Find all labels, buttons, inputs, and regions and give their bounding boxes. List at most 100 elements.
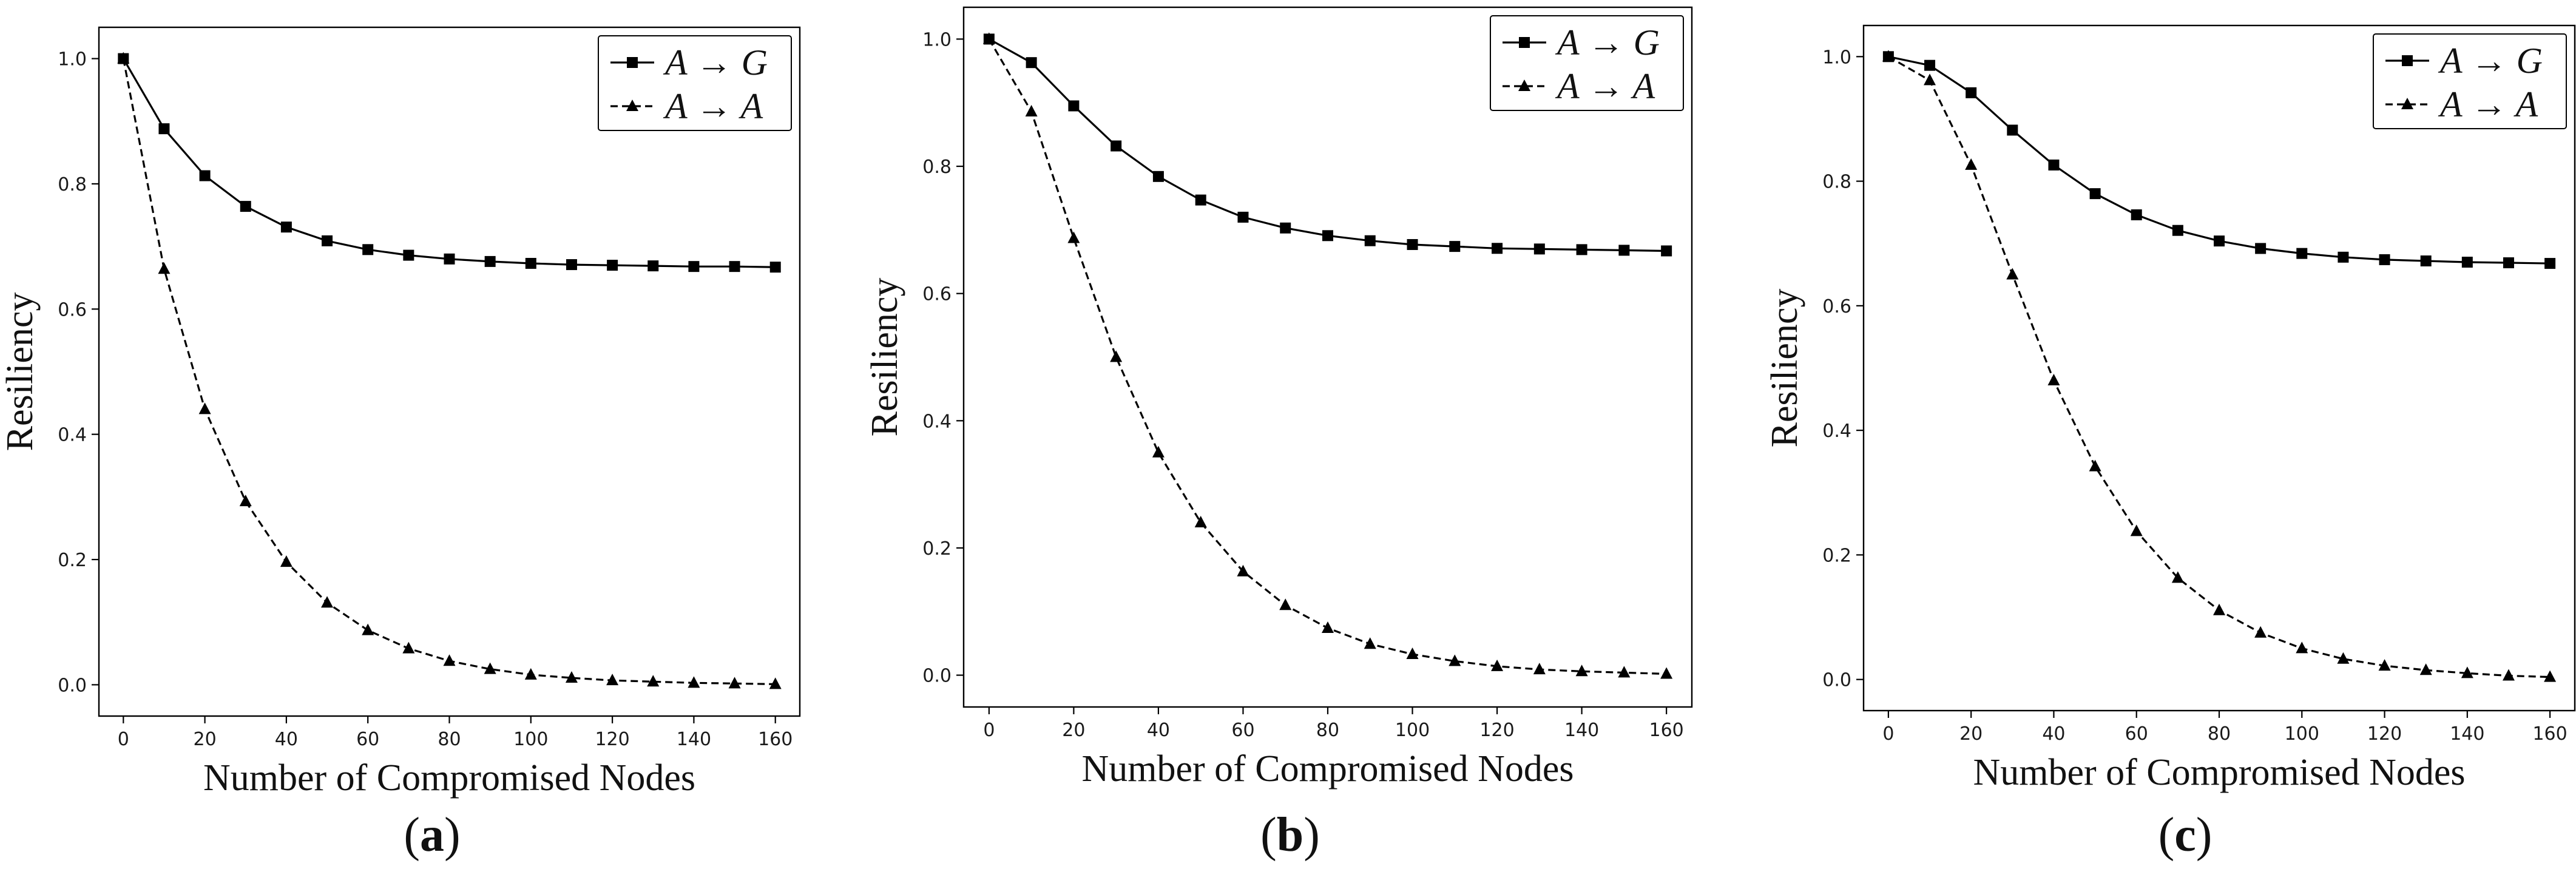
data-point-square bbox=[322, 235, 333, 246]
data-point-triangle bbox=[1575, 664, 1588, 677]
legend-marker-square bbox=[2402, 55, 2413, 66]
data-point-triangle bbox=[280, 555, 292, 567]
panel-label: (b) bbox=[1260, 808, 1320, 862]
data-point-square bbox=[1026, 57, 1037, 69]
y-tick-label: 0.6 bbox=[922, 284, 952, 305]
data-point-triangle bbox=[982, 32, 995, 44]
y-tick-label: 0.6 bbox=[58, 299, 87, 320]
data-point-triangle bbox=[565, 671, 578, 683]
x-tick-label: 80 bbox=[1316, 720, 1339, 741]
data-point-triangle bbox=[484, 662, 496, 674]
x-tick-label: 120 bbox=[2367, 723, 2402, 745]
data-point-square bbox=[1068, 100, 1080, 112]
data-point-square bbox=[769, 262, 781, 273]
x-tick-label: 160 bbox=[2532, 723, 2567, 745]
legend: A → GA → A bbox=[1490, 15, 1684, 111]
data-point-square bbox=[1492, 243, 1503, 254]
data-point-square bbox=[403, 249, 414, 261]
data-point-triangle bbox=[2047, 374, 2060, 386]
data-point-square bbox=[1322, 230, 1333, 242]
data-point-square bbox=[1576, 244, 1587, 255]
y-tick-label: 0.4 bbox=[922, 411, 952, 432]
data-point-triangle bbox=[2296, 641, 2308, 654]
y-tick-label: 0.0 bbox=[58, 675, 87, 696]
x-tick-label: 140 bbox=[1564, 720, 1599, 741]
series-a-to-a bbox=[1882, 50, 2557, 682]
data-point-square bbox=[647, 260, 659, 272]
data-point-triangle bbox=[606, 674, 619, 686]
x-tick-label: 60 bbox=[356, 729, 379, 750]
data-point-triangle bbox=[2089, 459, 2101, 472]
data-point-square bbox=[2131, 209, 2142, 221]
data-point-triangle bbox=[1449, 654, 1461, 666]
data-point-triangle bbox=[2171, 571, 2184, 583]
data-point-square bbox=[1449, 241, 1461, 252]
data-point-triangle bbox=[321, 596, 334, 608]
x-tick-label: 100 bbox=[1395, 720, 1430, 741]
legend-marker-triangle bbox=[626, 100, 638, 111]
data-point-triangle bbox=[1660, 667, 1673, 679]
data-point-square bbox=[1533, 243, 1545, 255]
panel-label: (c) bbox=[2158, 808, 2213, 862]
data-point-square bbox=[1966, 87, 1977, 98]
y-tick-label: 0.2 bbox=[1822, 545, 1851, 566]
data-point-square bbox=[2503, 257, 2514, 269]
data-point-triangle bbox=[1110, 350, 1123, 362]
data-point-triangle bbox=[728, 677, 741, 689]
legend: A → GA → A bbox=[598, 35, 792, 131]
data-point-triangle bbox=[2502, 669, 2515, 681]
data-point-square bbox=[199, 170, 211, 181]
x-tick-label: 140 bbox=[2450, 723, 2484, 745]
data-point-square bbox=[2214, 235, 2225, 247]
legend-entry-label: A → G bbox=[1555, 22, 1660, 63]
x-tick-label: 40 bbox=[2042, 723, 2065, 745]
y-tick-label: 1.0 bbox=[58, 49, 87, 70]
y-axis-label: Resiliency bbox=[864, 278, 905, 437]
panel-label-open-paren: ( bbox=[404, 808, 420, 862]
data-point-square bbox=[2172, 225, 2183, 236]
panel-label-letter: c bbox=[2174, 808, 2196, 862]
panel-label-letter: a bbox=[420, 808, 444, 862]
data-point-triangle bbox=[647, 675, 660, 687]
data-point-square bbox=[444, 253, 455, 265]
x-tick-label: 140 bbox=[677, 729, 711, 750]
data-point-triangle bbox=[2544, 670, 2557, 682]
data-point-triangle bbox=[2213, 603, 2225, 615]
data-point-square bbox=[1111, 140, 1122, 152]
data-point-square bbox=[2296, 248, 2308, 259]
data-point-square bbox=[729, 261, 740, 272]
data-point-triangle bbox=[1067, 231, 1080, 243]
data-point-triangle bbox=[2419, 663, 2432, 675]
legend-marker-triangle bbox=[1518, 79, 1530, 91]
data-point-triangle bbox=[362, 623, 374, 635]
data-point-triangle bbox=[1491, 659, 1504, 671]
legend-entry-label: A → A bbox=[663, 86, 763, 126]
legend-entry-label: A → G bbox=[2438, 41, 2543, 81]
y-tick-label: 0.8 bbox=[922, 157, 952, 178]
data-point-triangle bbox=[1364, 637, 1376, 649]
y-tick-label: 0.0 bbox=[922, 666, 952, 687]
data-point-triangle bbox=[1194, 516, 1207, 528]
data-point-square bbox=[688, 261, 700, 272]
x-tick-label: 60 bbox=[2125, 723, 2148, 745]
y-tick-label: 0.4 bbox=[58, 425, 87, 446]
series-a-to-g bbox=[118, 53, 781, 273]
data-point-square bbox=[158, 123, 170, 135]
data-point-triangle bbox=[1025, 104, 1038, 117]
x-tick-label: 160 bbox=[758, 729, 793, 750]
y-tick-label: 0.0 bbox=[1822, 670, 1851, 691]
data-point-square bbox=[2379, 254, 2390, 265]
legend: A → GA → A bbox=[2373, 33, 2567, 129]
x-tick-label: 0 bbox=[118, 729, 129, 750]
data-point-square bbox=[1407, 238, 1418, 250]
data-point-square bbox=[1364, 235, 1376, 246]
data-point-triangle bbox=[1406, 648, 1419, 660]
x-tick-label: 20 bbox=[193, 729, 216, 750]
x-tick-label: 120 bbox=[595, 729, 629, 750]
data-point-triangle bbox=[1279, 598, 1292, 610]
series-a-to-a bbox=[982, 32, 1673, 679]
data-point-triangle bbox=[1882, 50, 1895, 62]
data-point-square bbox=[1661, 245, 1672, 257]
